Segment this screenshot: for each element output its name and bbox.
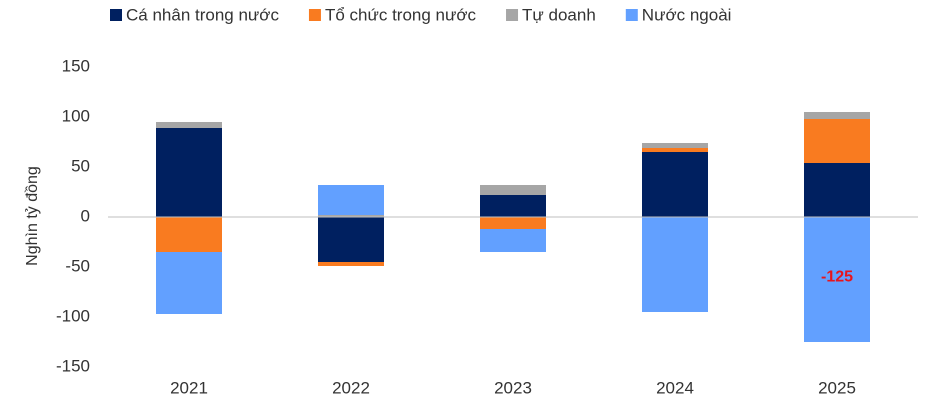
y-tick-label: 150 (62, 56, 90, 75)
y-axis-label: Nghìn tỷ đồng (24, 166, 41, 266)
bar-segment (804, 119, 870, 163)
y-tick-label: -50 (65, 256, 90, 275)
legend-label: Nước ngoài (642, 5, 732, 24)
y-tick-label: -100 (56, 306, 90, 325)
bar-segment (318, 215, 384, 217)
bar-segment (480, 185, 546, 195)
x-tick-label: 2022 (332, 378, 370, 397)
bar-segment (318, 262, 384, 266)
bar-segment (480, 217, 546, 229)
legend-label: Tự doanh (522, 5, 596, 24)
legend-label: Tổ chức trong nước (325, 5, 477, 24)
bar-segment (156, 217, 222, 252)
legend-swatch (110, 9, 122, 21)
bar-segment (642, 152, 708, 217)
y-tick-label: -150 (56, 356, 90, 375)
legend-swatch (625, 9, 638, 21)
bar-segment (642, 143, 708, 148)
bar-segment (480, 229, 546, 252)
y-tick-label: 0 (81, 206, 90, 225)
bar-segment (642, 148, 708, 152)
bar-segment (804, 112, 870, 119)
bar-segment (156, 122, 222, 128)
y-tick-label: 100 (62, 106, 90, 125)
bar-segment (318, 185, 384, 215)
bar-segment (156, 252, 222, 314)
bar-segment (804, 217, 870, 342)
bar-segment (156, 128, 222, 217)
x-tick-label: 2024 (656, 378, 694, 397)
x-tick-label: 2021 (170, 378, 208, 397)
y-tick-label: 50 (71, 156, 90, 175)
bar-segment (480, 195, 546, 217)
legend-swatch (308, 9, 321, 21)
data-label: -125 (821, 269, 853, 286)
bar-segment (318, 217, 384, 262)
legend-label: Cá nhân trong nước (126, 5, 279, 24)
bar-segment (642, 217, 708, 312)
x-tick-label: 2023 (494, 378, 532, 397)
x-tick-label: 2025 (818, 378, 856, 397)
legend-swatch (506, 9, 519, 21)
bar-segment (804, 163, 870, 217)
